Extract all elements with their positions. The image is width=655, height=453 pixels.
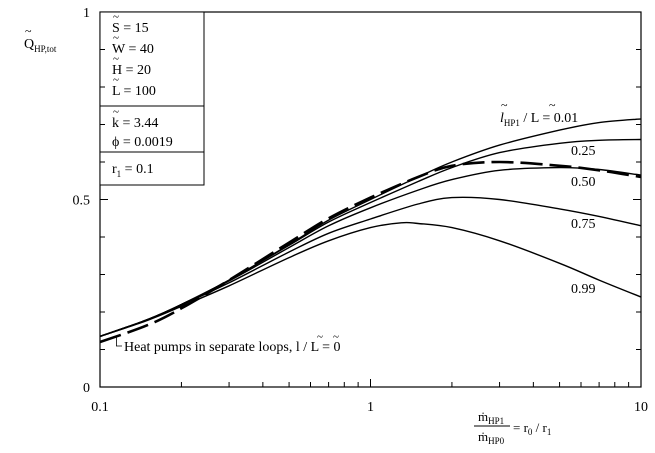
annotation-leader — [116, 337, 122, 347]
legend-title: lHP1 / L = 0.01 — [500, 111, 578, 128]
parameter-line: r1 = 0.1 — [112, 162, 154, 179]
y-tick-label: 1 — [83, 6, 90, 21]
tilde-mark: ~ — [113, 74, 119, 86]
tilde-mark: ~ — [113, 32, 119, 44]
curves — [99, 118, 642, 344]
curve-ratio-2 — [99, 166, 642, 338]
curve-label: 0.50 — [571, 175, 596, 190]
y-axis-label: QHP,tot — [24, 37, 57, 54]
curve-ratio-3 — [99, 196, 642, 338]
parameter-line: L = 100 — [112, 84, 156, 99]
legend-title-sub: HP1 — [504, 118, 520, 128]
axis-ticks: 0.1 1 10 0 0.5 1 — [73, 6, 649, 415]
x-label-numerator-sub: HP1 — [488, 416, 504, 426]
tilde-mark: ~ — [549, 98, 556, 112]
curve-label: 0.25 — [571, 144, 596, 159]
parameter-line: k = 3.44 — [112, 116, 158, 131]
x-tick-label: 1 — [367, 400, 374, 415]
x-label-rhs-b: / r — [532, 420, 547, 435]
tilde-mark: ~ — [113, 106, 119, 118]
x-label-rhs-b-sub: 1 — [547, 427, 552, 437]
tilde-mark: ~ — [333, 331, 339, 343]
y-tick-label: 0.5 — [73, 194, 91, 209]
x-label-rhs: = r0 / r1 — [513, 420, 551, 437]
legend-title-rest: / L = 0.01 — [520, 111, 578, 126]
x-label-rhs-a-sub: 0 — [528, 427, 533, 437]
y-axis-label-sub: HP,tot — [34, 44, 57, 54]
x-label-denominator: ṁHP0 — [478, 429, 505, 446]
tilde-mark: ~ — [113, 11, 119, 23]
x-axis-label: ṁHP1 ṁHP0 = r0 / r1 — [474, 409, 551, 446]
y-axis-label-main: Q — [24, 37, 34, 52]
x-label-denominator-main: ṁ — [478, 429, 488, 444]
x-label-rhs-a: = r — [513, 420, 529, 435]
tilde-mark: ~ — [501, 98, 508, 112]
tilde-mark: ~ — [113, 53, 119, 65]
curve-label: 0.75 — [571, 217, 596, 232]
parameter-r-value: = 0.1 — [121, 162, 153, 177]
separate-loops-label: Heat pumps in separate loops, l / L = 0 — [124, 340, 341, 355]
x-label-numerator-main: ṁ — [478, 409, 488, 424]
x-tick-label: 10 — [634, 400, 648, 415]
parameter-box: S = 15~W = 40~H = 20~L = 100~k = 3.44~ϕ … — [99, 11, 205, 186]
parameter-r: r — [112, 162, 117, 177]
curve-label: 0.99 — [571, 282, 596, 297]
x-tick-label: 0.1 — [91, 400, 109, 415]
parameter-box-border — [99, 11, 205, 186]
legend-title-l: l — [500, 111, 504, 126]
parameter-line: H = 20 — [112, 63, 151, 78]
parameter-r-sub: 1 — [117, 169, 122, 179]
tilde-mark: ~ — [317, 331, 323, 343]
parameter-line: ϕ = 0.0019 — [112, 135, 173, 150]
parameter-line: S = 15 — [112, 21, 149, 36]
tilde-mark: ~ — [25, 24, 32, 38]
y-tick-label: 0 — [83, 381, 90, 396]
x-label-denominator-sub: HP0 — [488, 436, 505, 446]
x-label-numerator: ṁHP1 — [478, 409, 504, 426]
parameter-line: W = 40 — [112, 42, 154, 57]
curve-separate-loops — [99, 160, 642, 344]
curve-ratio-4 — [99, 221, 642, 338]
